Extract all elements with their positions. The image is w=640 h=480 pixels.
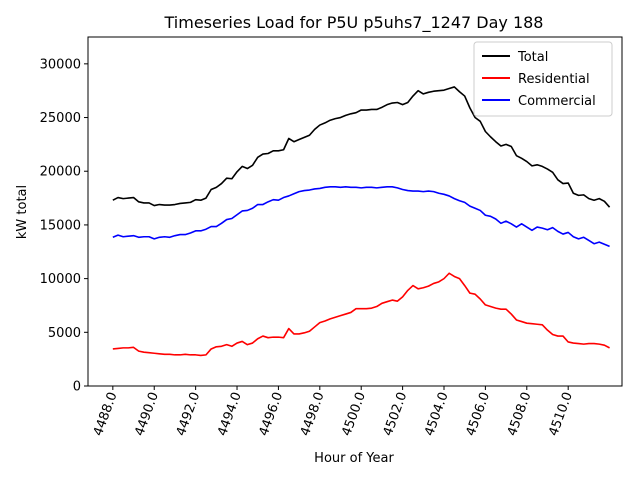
plot-area: [112, 86, 611, 357]
x-tick-label: 4508.0: [505, 390, 535, 438]
x-tick-label: 4488.0: [91, 390, 121, 438]
legend-label-commercial: Commercial: [518, 94, 596, 109]
y-tick-label: 30000: [40, 57, 81, 72]
y-tick-label: 20000: [40, 165, 81, 180]
x-tick-label: 4506.0: [463, 390, 493, 438]
legend-label-residential: Residential: [518, 72, 590, 87]
y-tick-label: 25000: [40, 111, 81, 126]
x-tick-label: 4490.0: [132, 390, 162, 438]
legend-box: [473, 41, 613, 117]
y-tick-label: 0: [73, 380, 81, 395]
x-tick-label: 4510.0: [546, 390, 576, 438]
legend-label-total: Total: [517, 50, 548, 65]
x-tick-label: 4496.0: [257, 390, 287, 438]
x-tick-label: 4500.0: [339, 390, 369, 438]
x-tick-label: 4492.0: [174, 390, 204, 438]
legend: Total Residential Commercial: [473, 41, 613, 117]
plot-frame: [87, 36, 623, 387]
y-axis-label: kW total: [15, 185, 30, 239]
y-tick-label: 15000: [40, 218, 81, 233]
series-line-residential: [112, 272, 610, 357]
series-line-total: [112, 86, 611, 208]
y-tick-label: 10000: [40, 272, 81, 287]
chart-title: Timeseries Load for P5U p5uhs7_1247 Day …: [164, 13, 544, 33]
x-axis-label: Hour of Year: [314, 451, 394, 466]
y-tick-label: 5000: [48, 326, 81, 341]
x-tick-label: 4498.0: [298, 390, 328, 438]
series-line-commercial: [112, 186, 610, 248]
x-tick-label: 4504.0: [422, 390, 452, 438]
x-tick-label: 4494.0: [215, 390, 245, 438]
x-tick-label: 4502.0: [381, 390, 411, 438]
